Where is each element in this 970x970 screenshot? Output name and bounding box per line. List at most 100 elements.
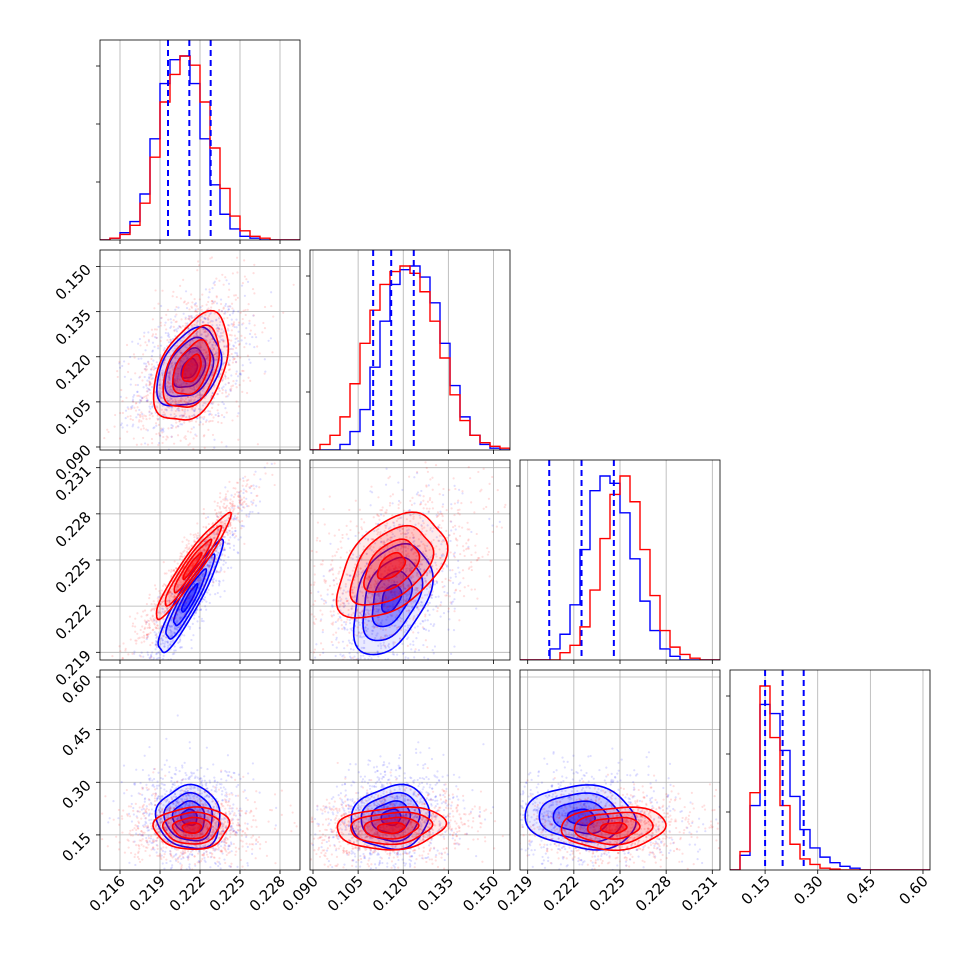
density-fill-0 [381, 584, 402, 613]
scatter-point [209, 320, 212, 324]
scatter-point [192, 587, 195, 590]
scatter-point [170, 435, 173, 438]
scatter-point [197, 581, 200, 584]
scatter-point [172, 391, 175, 394]
scatter-point [382, 628, 385, 632]
scatter-point [181, 415, 184, 418]
scatter-point [423, 556, 427, 559]
scatter-point [349, 627, 352, 630]
scatter-point [155, 652, 158, 655]
scatter-point [204, 516, 208, 520]
scatter-point [194, 533, 197, 536]
scatter-point [204, 330, 207, 333]
scatter-point [208, 341, 211, 344]
scatter-point [386, 547, 389, 550]
scatter-point [210, 387, 213, 390]
scatter-point [211, 343, 215, 347]
scatter-point [200, 352, 203, 355]
scatter-point [237, 506, 240, 509]
scatter-point [474, 551, 477, 554]
scatter-point [180, 318, 183, 321]
scatter-point [403, 546, 406, 549]
scatter-point [150, 368, 153, 371]
scatter-point [197, 407, 201, 411]
scatter-point [158, 656, 162, 659]
scatter-point [208, 564, 212, 567]
scatter-point [206, 515, 210, 519]
scatter-point [233, 357, 236, 361]
scatter-point [127, 407, 130, 411]
scatter-point [208, 565, 211, 568]
scatter-point [319, 619, 322, 623]
scatter-point [313, 661, 315, 663]
scatter-point [226, 566, 230, 570]
scatter-point [334, 654, 337, 658]
scatter-point [232, 310, 235, 313]
scatter-point [145, 344, 149, 347]
scatter-point [331, 559, 334, 562]
scatter-point [211, 522, 215, 525]
scatter-point [204, 544, 207, 547]
scatter-point [120, 422, 123, 425]
scatter-point [179, 624, 182, 627]
scatter-point [175, 585, 179, 588]
scatter-point [400, 543, 403, 546]
scatter-point [448, 534, 451, 537]
scatter-point [326, 593, 329, 596]
scatter-point [407, 555, 411, 558]
scatter-point [192, 447, 195, 450]
scatter-point [240, 334, 243, 337]
scatter-point [153, 426, 156, 429]
scatter-point [210, 528, 213, 532]
scatter-point [149, 617, 152, 620]
scatter-point [203, 385, 206, 388]
scatter-point [181, 414, 185, 417]
scatter-point [173, 596, 176, 599]
scatter-point [221, 368, 224, 371]
scatter-point [242, 496, 246, 499]
scatter-point [430, 586, 433, 589]
scatter-point [292, 684, 294, 686]
scatter-point [360, 610, 364, 613]
scatter-point [410, 628, 413, 632]
scatter-point [215, 553, 219, 557]
scatter-point [205, 543, 208, 546]
scatter-point [376, 580, 380, 583]
scatter-point [142, 386, 145, 389]
scatter-point [417, 608, 420, 611]
scatter-point [231, 530, 234, 533]
scatter-point [179, 581, 182, 584]
scatter-point [175, 305, 178, 309]
scatter-point [231, 504, 234, 508]
scatter-point [349, 579, 352, 582]
scatter-point [175, 593, 178, 596]
scatter-point [289, 566, 291, 568]
scatter-point [392, 569, 395, 572]
scatter-point [424, 579, 428, 582]
scatter-point [238, 499, 241, 502]
scatter-point [128, 709, 130, 711]
scatter-point [213, 451, 215, 453]
scatter-point [366, 596, 369, 599]
scatter-point [342, 672, 344, 674]
scatter-point [396, 653, 399, 656]
scatter-point [319, 594, 323, 597]
scatter-point [208, 564, 211, 567]
scatter-point [395, 549, 398, 552]
scatter-point [177, 369, 180, 373]
scatter-point [190, 544, 193, 547]
scatter-point [227, 529, 231, 532]
scatter-point [191, 598, 194, 601]
scatter-point [194, 395, 197, 398]
scatter-point [198, 626, 201, 630]
scatter-point [223, 549, 226, 552]
scatter-point [204, 567, 208, 570]
scatter-point [139, 655, 143, 658]
scatter-point [370, 620, 374, 623]
scatter-point [171, 368, 175, 371]
scatter-point [137, 426, 140, 429]
scatter-point [427, 629, 430, 632]
scatter-point [371, 629, 374, 632]
scatter-point [237, 491, 241, 494]
scatter-point [347, 639, 351, 642]
